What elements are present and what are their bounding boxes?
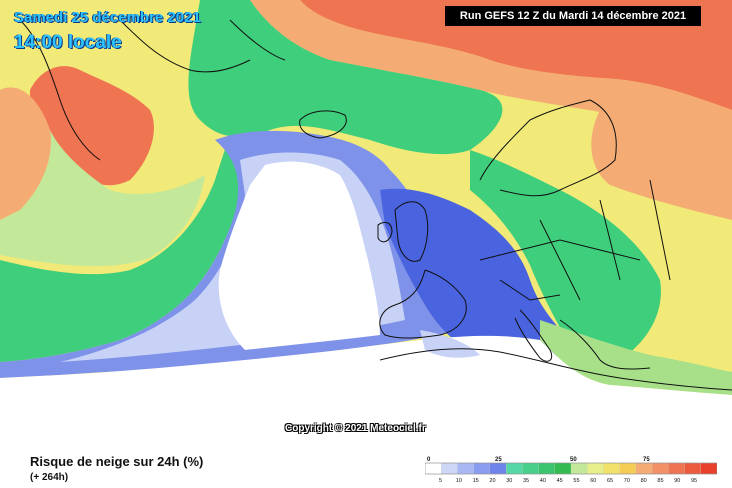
legend-swatch bbox=[700, 462, 717, 475]
legend-minor-tick: 60 bbox=[590, 478, 596, 484]
east-orange-zone bbox=[591, 110, 732, 220]
legend-swatch bbox=[489, 462, 507, 475]
legend-swatch bbox=[587, 462, 604, 475]
legend-minor-tick: 40 bbox=[540, 478, 546, 484]
forecast-lead-label: (+ 264h) bbox=[30, 472, 69, 483]
legend-swatch bbox=[570, 462, 588, 475]
valid-time-label: 14:00 locale bbox=[14, 32, 122, 53]
legend-minor-tick: 45 bbox=[557, 478, 563, 484]
national-borders bbox=[479, 179, 671, 301]
atlantic-white-zone bbox=[218, 161, 380, 350]
legend-swatch bbox=[635, 462, 653, 475]
legend-minor-tick: 80 bbox=[641, 478, 647, 484]
legend-major-tick: 0 bbox=[427, 457, 431, 463]
legend-major-tick: 25 bbox=[495, 457, 502, 463]
legend-minor-tick: 30 bbox=[506, 478, 512, 484]
balkans-coast bbox=[559, 319, 651, 370]
europe-blue-zone bbox=[380, 188, 580, 362]
legend-minor-tick: 95 bbox=[691, 478, 697, 484]
legend-minor-tick: 15 bbox=[473, 478, 479, 484]
legend-minor-tick: 85 bbox=[657, 478, 663, 484]
legend-major-tick: 50 bbox=[570, 457, 577, 463]
legend-swatch bbox=[619, 462, 637, 475]
west-green-belt bbox=[0, 120, 260, 362]
iceland-coast bbox=[299, 110, 347, 139]
snow-risk-map bbox=[0, 0, 732, 440]
mediterranean-lightblue bbox=[420, 330, 480, 358]
europe-green-zone bbox=[470, 150, 661, 365]
copyright-label: Copyright © 2021 Meteociel.fr bbox=[285, 423, 426, 434]
british-isles-coast bbox=[377, 201, 429, 262]
legend-swatch bbox=[505, 462, 523, 475]
east-lightgreen-zone bbox=[540, 320, 732, 395]
legend-swatch bbox=[473, 462, 491, 475]
legend-swatch bbox=[668, 462, 686, 475]
legend-swatch bbox=[522, 462, 540, 475]
model-run-label: Run GEFS 12 Z du Mardi 14 décembre 2021 bbox=[445, 6, 701, 26]
color-legend: 0 25 50 75 5 10 15 20 30 35 40 45 55 60 65 70 80 85 90 95 bbox=[425, 457, 717, 484]
legend-minor-tick: 10 bbox=[456, 478, 462, 484]
legend-minor-tick: 35 bbox=[523, 478, 529, 484]
map-title: Risque de neige sur 24h (%) bbox=[30, 454, 204, 469]
canada-orange-zone bbox=[0, 87, 51, 220]
coastlines bbox=[19, 19, 732, 391]
greenland-coast bbox=[19, 19, 286, 161]
greenland-red-zone bbox=[30, 66, 154, 186]
legend-swatch bbox=[603, 462, 621, 475]
legend-swatch bbox=[441, 462, 458, 475]
scandinavia-coast bbox=[479, 99, 617, 197]
valid-date-label: Samedi 25 décembre 2021 bbox=[14, 9, 201, 26]
legend-minor-tick: 65 bbox=[607, 478, 613, 484]
south-white-zone bbox=[0, 335, 732, 440]
legend-swatch bbox=[538, 462, 556, 475]
france-iberia-coast bbox=[379, 269, 467, 339]
italy-coast bbox=[514, 309, 553, 362]
legend-major-tick: 75 bbox=[643, 457, 650, 463]
legend-swatch bbox=[684, 462, 702, 475]
legend-minor-tick: 70 bbox=[624, 478, 630, 484]
east-yellow-zone bbox=[560, 180, 732, 360]
legend-minor-tick: 5 bbox=[439, 478, 442, 484]
legend-swatch bbox=[651, 462, 669, 475]
legend-swatch bbox=[457, 462, 475, 475]
arctic-red-zone bbox=[300, 0, 732, 110]
legend-minor-tick: 90 bbox=[674, 478, 680, 484]
legend-swatch bbox=[425, 462, 442, 475]
arctic-green-belt bbox=[188, 0, 503, 155]
legend-minor-tick: 55 bbox=[573, 478, 579, 484]
legend-frame bbox=[425, 462, 717, 475]
north-africa-coast bbox=[379, 348, 732, 391]
west-lightgreen bbox=[0, 130, 205, 267]
legend-minor-tick: 20 bbox=[489, 478, 495, 484]
legend-swatch bbox=[554, 462, 572, 475]
